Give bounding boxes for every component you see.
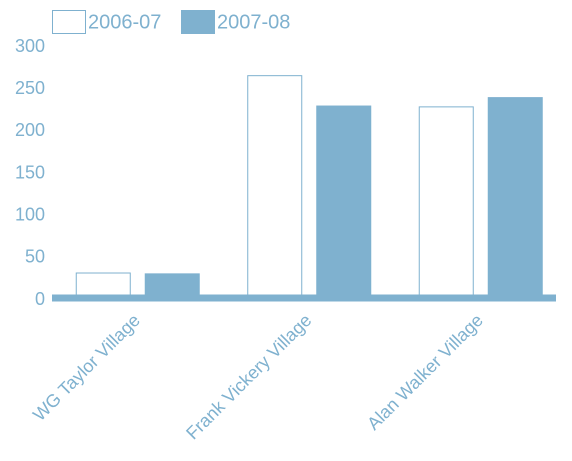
- legend-label: 2006-07: [88, 11, 161, 33]
- y-tick-label: 150: [15, 162, 45, 182]
- y-tick-label: 200: [15, 120, 45, 140]
- x-tick-label: Alan Walker Village: [363, 310, 487, 434]
- bar: [418, 106, 474, 301]
- y-tick-label: 50: [25, 247, 45, 267]
- y-tick-label: 300: [15, 36, 45, 56]
- y-tick-label: 100: [15, 204, 45, 224]
- legend-label: 2007-08: [217, 11, 290, 33]
- y-tick-label: 250: [15, 78, 45, 98]
- x-tick-label: WG Taylor Village: [29, 310, 144, 425]
- bar: [247, 75, 303, 301]
- legend-swatch: [181, 10, 215, 34]
- x-tick-label: Frank Vickery Village: [182, 310, 315, 443]
- legend-swatch: [52, 10, 86, 34]
- bar: [487, 97, 543, 301]
- y-tick-label: 0: [35, 289, 45, 309]
- bar: [316, 105, 372, 301]
